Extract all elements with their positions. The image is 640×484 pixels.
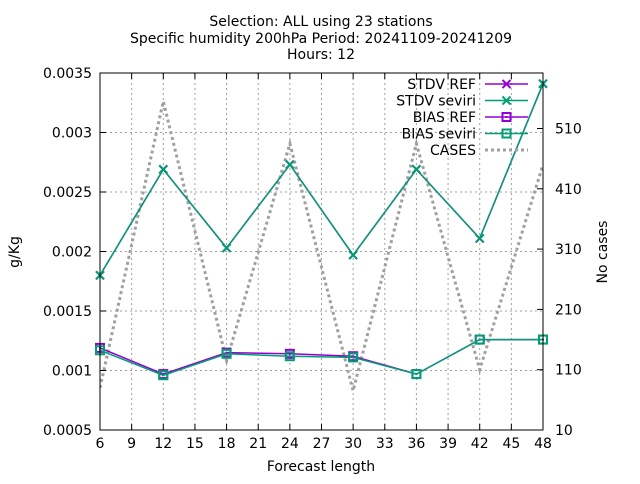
series-point-bias-seviri [348,352,359,363]
y2-tick-label: 10 [555,423,573,439]
plot-frame [99,72,544,431]
series-layer [95,79,548,392]
series-point-stdv-seviri [158,164,168,175]
series-point-stdv-seviri [411,164,422,175]
y-tick-label: 0.0005 [43,423,92,439]
chart-title-line-3: Hours: 12 [287,47,355,63]
y2-tick-label: 310 [555,242,582,258]
x-tick-label: 18 [218,436,236,452]
y2-tick-label: 210 [555,302,582,318]
chart-title-line-2: Specific humidity 200hPa Period: 2024110… [130,31,512,47]
y-tick-label: 0.002 [52,245,92,261]
series-point-stdv-seviri [348,250,358,260]
y-tick-label: 0.001 [52,364,92,380]
grid [100,73,543,430]
series-point-bias-seviri [221,348,232,359]
legend-label-bias-seviri: BIAS seviri [402,127,476,143]
series-point-bias-seviri [284,351,295,362]
x-tick-label: 30 [344,436,362,452]
series-point-bias-seviri [158,370,169,381]
x-axis-title: Forecast length [267,459,375,475]
series-point-stdv-seviri [221,243,232,253]
x-tick-label: 45 [502,436,520,452]
x-tick-label: 42 [471,436,489,452]
x-tick-label: 12 [154,436,172,452]
x-tick-label: 39 [439,436,457,452]
y2-tick-label: 410 [555,182,582,198]
legend-label-stdv-seviri: STDV seviri [396,94,476,110]
series-point-stdv-seviri [475,233,485,244]
x-tick-label: 15 [186,436,204,452]
x-tick-label: 33 [376,436,394,452]
legend-label-bias-ref: BIAS REF [413,110,476,126]
y-tick-label: 0.0015 [43,304,92,320]
y-tick-label: 0.0035 [43,66,92,82]
chart-title-line-1: Selection: ALL using 23 stations [209,14,432,30]
x-tick-label: 48 [534,436,552,452]
series-point-stdv-seviri [285,159,295,170]
legend-marker-bias-seviri [501,128,512,139]
y2-tick-label: 510 [555,122,582,138]
series-point-bias-seviri [474,334,485,345]
series-line-bias-seviri [99,338,543,377]
legend-marker-stdv-seviri [501,95,512,106]
axes: 6 9 12 15 18 21 24 27 30 33 36 39 42 45 48 0.0005 0.001 0… [43,66,582,452]
y-tick-label: 0.003 [52,126,92,142]
x-tick-label: 24 [281,436,299,452]
y2-axis-title: No cases [595,221,611,284]
series-point-bias-seviri [411,369,422,380]
y-axis-title: g/Kg [7,236,23,268]
x-tick-label: 36 [408,436,426,452]
y-tick-label: 0.0025 [43,185,92,201]
x-tick-label: 27 [313,436,331,452]
y2-tick-label: 110 [555,363,582,379]
legend-marker-stdv-ref [501,79,512,89]
legend-label-stdv-ref: STDV REF [407,77,476,93]
series-line-stdv-seviri [99,83,544,276]
x-tick-label: 9 [127,436,136,452]
x-tick-label: 21 [249,436,267,452]
legend-label-cases: CASES [430,143,476,159]
x-tick-label: 6 [96,436,105,452]
series-line-cases [100,101,543,392]
legend-marker-bias-ref [501,112,512,122]
